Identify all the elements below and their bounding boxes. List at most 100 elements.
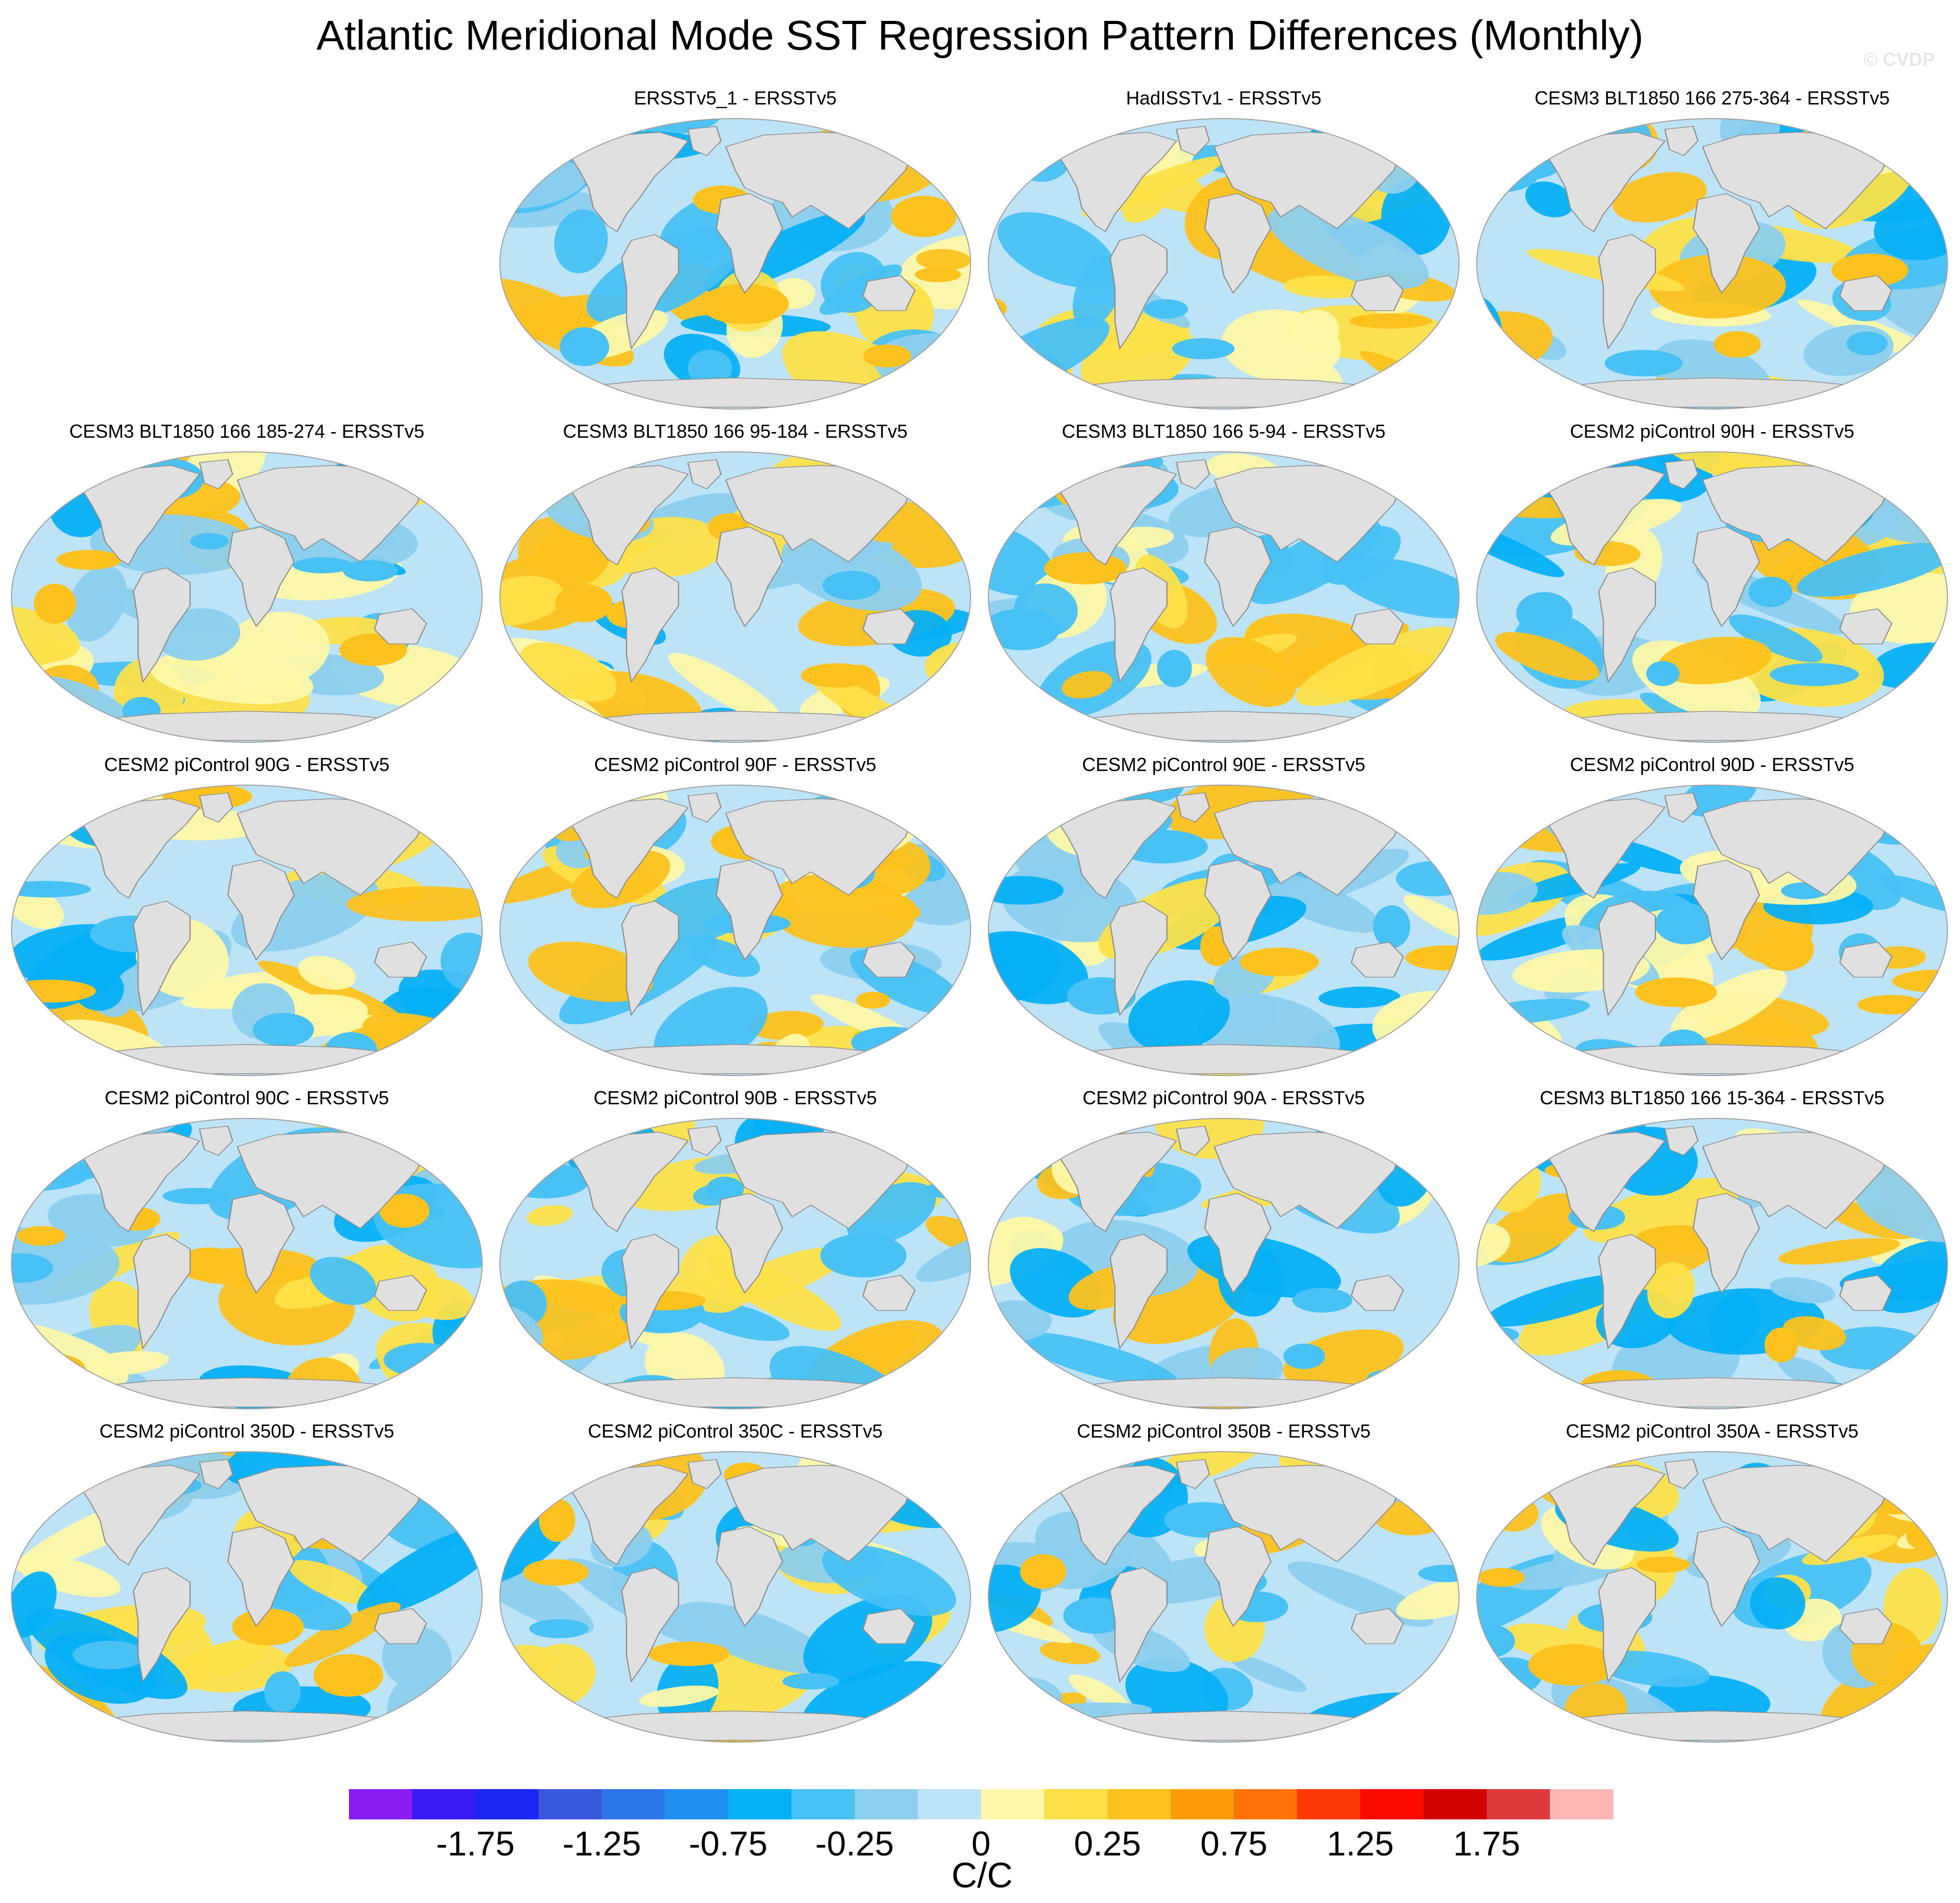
sst-anomaly-region bbox=[997, 212, 1116, 288]
sst-anomaly-region bbox=[1061, 671, 1113, 699]
sst-anomaly-region bbox=[11, 1708, 44, 1742]
sst-anomaly-core bbox=[988, 609, 1059, 650]
map-body bbox=[1476, 118, 1948, 410]
sst-anomaly-core bbox=[822, 570, 881, 600]
south-america-landmass bbox=[621, 234, 680, 349]
map-frame bbox=[11, 1118, 483, 1409]
map-clip bbox=[988, 1118, 1459, 1409]
sst-anomaly-core bbox=[1713, 331, 1761, 358]
sst-anomaly-region bbox=[1583, 1177, 1741, 1243]
map-body bbox=[988, 451, 1460, 743]
sst-anomaly-core bbox=[1635, 977, 1717, 1007]
sst-anomaly-region bbox=[425, 1358, 482, 1397]
map-body bbox=[11, 1118, 483, 1409]
map-panel: ERSSTv5_1 - ERSSTv5 bbox=[499, 87, 971, 410]
sst-anomaly-core bbox=[1144, 299, 1188, 319]
africa-landmass bbox=[1204, 526, 1272, 627]
sst-anomaly-region bbox=[289, 1560, 374, 1604]
map-clip bbox=[1477, 119, 1947, 409]
sst-anomaly-region bbox=[11, 1718, 91, 1742]
sst-anomaly-core bbox=[1240, 948, 1319, 977]
africa-landmass bbox=[227, 1193, 295, 1293]
map-clip bbox=[11, 452, 482, 742]
colorbar-swatch bbox=[1550, 1789, 1614, 1819]
north-america-landmass bbox=[1057, 465, 1177, 566]
africa-landmass bbox=[1693, 859, 1760, 960]
africa-landmass bbox=[1204, 193, 1272, 294]
sst-anomaly-region bbox=[1268, 204, 1429, 289]
sst-anomaly-region bbox=[1072, 255, 1123, 329]
sst-anomaly-core bbox=[72, 1641, 147, 1669]
sst-anomaly-core bbox=[264, 1671, 301, 1713]
sst-anomaly-core bbox=[56, 550, 122, 570]
sst-anomaly-region bbox=[1017, 1332, 1179, 1388]
greenland-landmass bbox=[1175, 1459, 1210, 1489]
map-body bbox=[988, 1451, 1460, 1743]
sst-anomaly-region bbox=[781, 530, 922, 611]
sst-anomaly-region bbox=[431, 1029, 474, 1076]
greenland-landmass bbox=[1175, 1126, 1210, 1156]
map-frame bbox=[988, 1118, 1460, 1409]
sst-anomaly-region bbox=[748, 1011, 824, 1040]
map-panel: CESM3 BLT1850 166 185-274 - ERSSTv5 bbox=[11, 421, 483, 743]
map-body bbox=[499, 451, 971, 743]
sst-anomaly-region bbox=[1375, 1452, 1459, 1475]
map-clip bbox=[500, 785, 971, 1076]
map-body bbox=[499, 1451, 971, 1743]
colorbar: -1.75 -1.25 -0.75 -0.25 0 0.25 0.75 1.25 1.75 bbox=[349, 1789, 1614, 1863]
greenland-landmass bbox=[1664, 1459, 1699, 1489]
australia-landmass bbox=[862, 275, 916, 311]
africa-landmass bbox=[1693, 1526, 1760, 1627]
sst-anomaly-core bbox=[500, 1163, 589, 1199]
sst-anomaly-region bbox=[528, 941, 653, 1002]
sst-anomaly-core bbox=[500, 792, 556, 813]
sst-anomaly-region bbox=[1040, 1641, 1101, 1664]
land-masses bbox=[1532, 1459, 1893, 1741]
map-panels: ERSSTv5_1 - ERSSTv5 HadISSTv1 - ERSSTv5 CE… bbox=[11, 87, 1948, 1743]
map-body bbox=[1476, 1118, 1948, 1409]
panel-title: ERSSTv5_1 - ERSSTv5 bbox=[634, 87, 836, 109]
colorbar-swatch bbox=[791, 1789, 855, 1819]
sst-anomaly-region bbox=[1796, 542, 1947, 597]
sst-anomaly-region bbox=[1319, 986, 1401, 1008]
colorbar-swatch bbox=[539, 1789, 602, 1819]
sst-anomaly-region bbox=[1296, 626, 1459, 706]
sst-anomaly-core bbox=[782, 1673, 839, 1690]
sst-anomaly-region bbox=[1750, 1577, 1805, 1630]
map-frame bbox=[11, 785, 483, 1076]
sst-anomaly-region bbox=[500, 1690, 528, 1736]
sst-anomaly-region bbox=[409, 1032, 482, 1076]
sst-anomaly-region bbox=[1484, 1193, 1587, 1263]
australia-landmass bbox=[862, 1608, 916, 1644]
africa-landmass bbox=[716, 1526, 784, 1627]
africa-landmass bbox=[227, 1526, 295, 1627]
sst-anomaly-core bbox=[1477, 499, 1497, 520]
sst-anomaly-region bbox=[1495, 632, 1600, 681]
greenland-landmass bbox=[199, 1459, 234, 1489]
colorbar-swatch bbox=[602, 1789, 666, 1819]
map-frame bbox=[499, 1118, 971, 1409]
sst-anomaly-region bbox=[1670, 969, 1787, 1041]
panel-title: CESM2 piControl 350C - ERSSTv5 bbox=[588, 1420, 882, 1442]
south-america-landmass bbox=[133, 567, 191, 683]
australia-landmass bbox=[1839, 941, 1893, 978]
sst-anomaly-region bbox=[668, 653, 781, 722]
map-frame bbox=[499, 1451, 971, 1743]
sst-anomaly-core bbox=[441, 1021, 482, 1056]
greenland-landmass bbox=[1664, 792, 1699, 823]
sst-anomaly-region bbox=[871, 381, 971, 409]
greenland-landmass bbox=[687, 1459, 722, 1489]
sst-anomaly-core bbox=[1389, 399, 1459, 409]
africa-landmass bbox=[1204, 1526, 1272, 1627]
sst-anomaly-region bbox=[1068, 1674, 1128, 1711]
colorbar-swatch bbox=[1297, 1789, 1361, 1819]
africa-landmass bbox=[227, 526, 295, 627]
australia-landmass bbox=[862, 1275, 916, 1311]
south-america-landmass bbox=[1598, 567, 1656, 683]
panel-title: CESM3 BLT1850 166 5-94 - ERSSTv5 bbox=[1062, 421, 1386, 442]
colorbar-tick-label: -1.25 bbox=[563, 1824, 641, 1863]
sst-anomaly-core bbox=[856, 991, 890, 1009]
sst-anomaly-core bbox=[1604, 349, 1683, 377]
colorbar-swatch bbox=[981, 1789, 1045, 1819]
map-body bbox=[11, 785, 483, 1076]
